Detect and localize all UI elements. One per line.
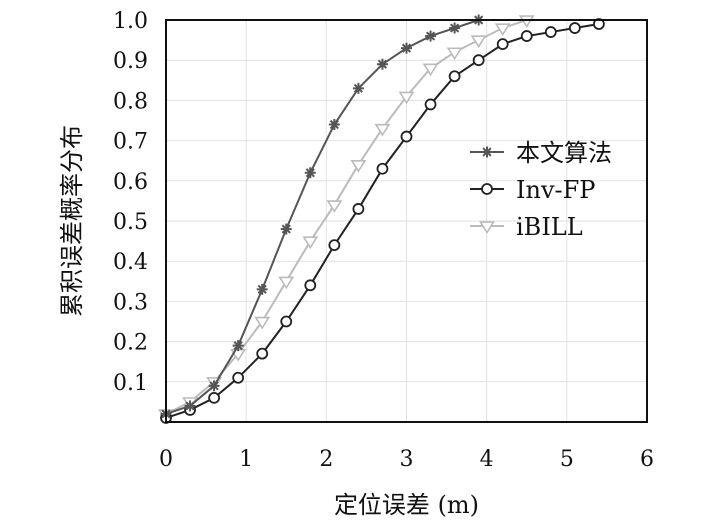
data-point (401, 42, 412, 54)
data-point (256, 283, 268, 295)
data-point (352, 203, 365, 215)
x-tick-label: 0 (159, 447, 173, 472)
legend-label: 本文算法 (516, 139, 612, 167)
data-point (424, 98, 437, 111)
data-point (518, 15, 535, 29)
data-point (208, 391, 221, 404)
series-line (165, 19, 479, 415)
y-tick-label: 0.1 (113, 371, 148, 396)
series-line (165, 19, 528, 415)
plot-frame (165, 19, 648, 423)
data-point (422, 63, 439, 77)
y-tick-label: 0.6 (113, 170, 148, 195)
data-point (446, 47, 463, 61)
data-point (328, 239, 341, 252)
data-point (449, 22, 461, 34)
y-tick-label: 0.3 (113, 290, 148, 315)
series-2 (160, 18, 605, 424)
series-layer (158, 14, 605, 424)
data-point (304, 279, 317, 292)
data-point (494, 23, 511, 37)
data-point (328, 119, 340, 131)
legend-marker (479, 221, 495, 235)
x-tick-label: 1 (239, 447, 253, 472)
data-point (326, 200, 343, 213)
data-point (280, 223, 292, 235)
legend-label: iBILL (516, 213, 583, 241)
x-tick-label: 6 (640, 447, 654, 472)
legend-item: 本文算法 (470, 139, 612, 167)
data-point (470, 35, 487, 49)
data-point (425, 30, 437, 42)
data-point (544, 26, 557, 38)
x-tick-labels: 0 1 2 3 4 5 6 (159, 447, 654, 472)
data-point (376, 58, 388, 70)
data-point (278, 276, 295, 290)
series-1 (160, 14, 485, 420)
legend-marker (481, 183, 493, 195)
data-point (208, 380, 220, 392)
data-point (400, 130, 413, 143)
data-point (304, 167, 316, 179)
data-point (374, 123, 391, 137)
y-tick-label: 0.8 (113, 89, 148, 114)
data-point (232, 371, 245, 384)
data-point (520, 30, 533, 42)
data-point (496, 38, 509, 51)
series-3 (158, 15, 535, 422)
data-point (398, 91, 415, 105)
legend: 本文算法 Inv-FP iBILL (470, 139, 612, 241)
y-tick-label: 0.5 (113, 210, 148, 235)
y-tick-label: 0.4 (113, 250, 148, 275)
y-tick-labels: 0.1 0.2 0.3 0.4 0.5 0.6 0.7 0.8 0.9 1.0 (113, 9, 148, 396)
data-point (350, 160, 367, 173)
data-point (472, 54, 485, 67)
data-point (232, 340, 244, 352)
y-tick-label: 0.9 (113, 49, 148, 74)
data-point (280, 315, 293, 328)
legend-label: Inv-FP (516, 176, 595, 204)
data-point (352, 82, 364, 94)
x-tick-label: 2 (319, 447, 333, 472)
y-tick-label: 1.0 (113, 9, 148, 34)
y-tick-label: 0.7 (113, 130, 148, 155)
y-axis-title: 累积误差概率分布 (58, 125, 86, 317)
legend-item: iBILL (470, 213, 583, 241)
data-point (448, 70, 461, 83)
x-tick-label: 3 (400, 447, 414, 472)
legend-marker (481, 146, 493, 158)
y-tick-label: 0.2 (113, 331, 148, 356)
x-axis-title: 定位误差 (m) (334, 491, 479, 519)
data-point (302, 236, 319, 250)
data-point (254, 316, 271, 330)
data-point (256, 347, 269, 360)
legend-item: Inv-FP (470, 176, 595, 204)
x-tick-label: 4 (480, 447, 494, 472)
data-point (376, 162, 389, 175)
x-tick-label: 5 (560, 447, 574, 472)
data-point (184, 400, 196, 412)
data-point (568, 22, 581, 34)
